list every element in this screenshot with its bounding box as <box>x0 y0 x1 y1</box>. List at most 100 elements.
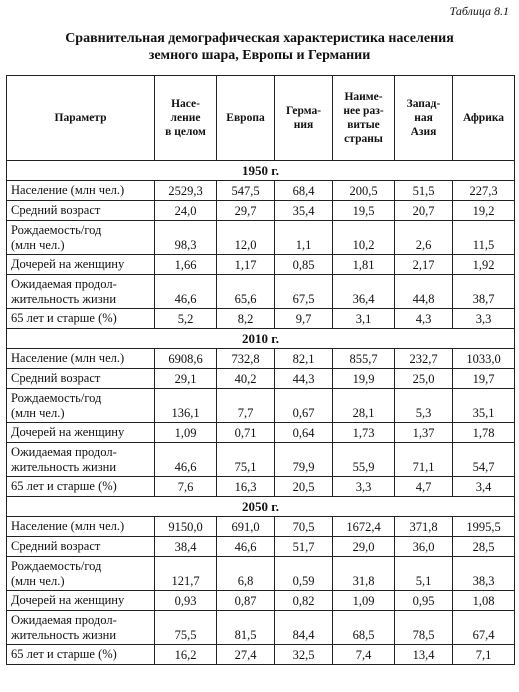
value-cell: 31,8 <box>332 556 395 591</box>
value-cell: 35,4 <box>274 200 333 221</box>
header-western-asia: Запад- ная Азия <box>394 75 453 161</box>
value-cell: 0,87 <box>216 590 275 611</box>
value-cell: 7,1 <box>452 644 515 665</box>
parameter-cell: Рождаемость/год (млн чел.) <box>6 220 155 255</box>
header-africa: Африка <box>452 75 515 161</box>
parameter-cell: Средний возраст <box>6 368 155 389</box>
value-cell: 29,0 <box>332 536 395 557</box>
value-cell: 75,1 <box>216 442 275 477</box>
value-cell: 12,0 <box>216 220 275 255</box>
value-cell: 68,4 <box>274 180 333 201</box>
value-cell: 11,5 <box>452 220 515 255</box>
header-europe: Европа <box>216 75 275 161</box>
table-row: Рождаемость/год (млн чел.) 121,7 6,8 0,59 31… <box>6 556 515 591</box>
value-cell: 5,2 <box>154 308 217 329</box>
value-cell: 19,5 <box>332 200 395 221</box>
value-cell: 16,2 <box>154 644 217 665</box>
table-row: Население (млн чел.) 6908,6 732,8 82,1 855,7… <box>6 348 515 369</box>
value-cell: 200,5 <box>332 180 395 201</box>
parameter-cell: Население (млн чел.) <box>6 180 155 201</box>
value-cell: 0,67 <box>274 388 333 423</box>
value-cell: 3,3 <box>452 308 515 329</box>
value-cell: 7,6 <box>154 476 217 497</box>
value-cell: 81,5 <box>216 610 275 645</box>
value-cell: 3,3 <box>332 476 395 497</box>
value-cell: 1,37 <box>394 422 453 443</box>
title-line-1: Сравнительная демографическая характерис… <box>65 31 454 46</box>
value-cell: 29,7 <box>216 200 275 221</box>
value-cell: 0,71 <box>216 422 275 443</box>
table-row: Средний возраст 38,4 46,6 51,7 29,0 36,0 28,5 <box>6 536 515 557</box>
value-cell: 3,1 <box>332 308 395 329</box>
value-cell: 35,1 <box>452 388 515 423</box>
value-cell: 13,4 <box>394 644 453 665</box>
value-cell: 371,8 <box>394 516 453 537</box>
table-row: Рождаемость/год (млн чел.) 136,1 7,7 0,67 28… <box>6 388 515 423</box>
parameter-cell: Дочерей на женщину <box>6 254 155 275</box>
value-cell: 38,3 <box>452 556 515 591</box>
table-row: Средний возраст 24,0 29,7 35,4 19,5 20,7 19,2 <box>6 200 515 221</box>
value-cell: 3,4 <box>452 476 515 497</box>
value-cell: 27,4 <box>216 644 275 665</box>
value-cell: 79,9 <box>274 442 333 477</box>
value-cell: 2,6 <box>394 220 453 255</box>
value-cell: 55,9 <box>332 442 395 477</box>
value-cell: 44,3 <box>274 368 333 389</box>
table-label: Таблица 8.1 <box>449 4 509 18</box>
value-cell: 78,5 <box>394 610 453 645</box>
parameter-cell: Рождаемость/год (млн чел.) <box>6 388 155 423</box>
value-cell: 5,3 <box>394 388 453 423</box>
value-cell: 1,09 <box>332 590 395 611</box>
value-cell: 1033,0 <box>452 348 515 369</box>
value-cell: 121,7 <box>154 556 217 591</box>
value-cell: 19,9 <box>332 368 395 389</box>
value-cell: 36,0 <box>394 536 453 557</box>
table-body: 1950 г. Население (млн чел.) 2529,3 547,5 68… <box>6 160 515 665</box>
value-cell: 84,4 <box>274 610 333 645</box>
parameter-cell: Ожидаемая продол- жительность жизни <box>6 274 155 309</box>
table-row: Дочерей на женщину 0,93 0,87 0,82 1,09 0,95 1,… <box>6 590 515 611</box>
table-row: 65 лет и старше (%) 7,6 16,3 20,5 3,3 4,7 3,4 <box>6 476 515 497</box>
header-least-developed: Наиме- нее раз- витые страны <box>332 75 395 161</box>
value-cell: 67,4 <box>452 610 515 645</box>
value-cell: 38,7 <box>452 274 515 309</box>
parameter-cell: Средний возраст <box>6 200 155 221</box>
value-cell: 54,7 <box>452 442 515 477</box>
table-row: Дочерей на женщину 1,09 0,71 0,64 1,73 1,37 1,… <box>6 422 515 443</box>
value-cell: 70,5 <box>274 516 333 537</box>
value-cell: 9150,0 <box>154 516 217 537</box>
value-cell: 6908,6 <box>154 348 217 369</box>
header-world: Насе- ление в целом <box>154 75 217 161</box>
value-cell: 2529,3 <box>154 180 217 201</box>
value-cell: 28,1 <box>332 388 395 423</box>
value-cell: 1,17 <box>216 254 275 275</box>
parameter-cell: 65 лет и старше (%) <box>6 644 155 665</box>
value-cell: 68,5 <box>332 610 395 645</box>
table-row: Рождаемость/год (млн чел.) 98,3 12,0 1,1 10,… <box>6 220 515 255</box>
value-cell: 2,17 <box>394 254 453 275</box>
year-section-row: 2010 г. <box>6 328 515 349</box>
parameter-cell: Население (млн чел.) <box>6 348 155 369</box>
value-cell: 6,8 <box>216 556 275 591</box>
year-heading: 2010 г. <box>6 328 515 349</box>
value-cell: 1,92 <box>452 254 515 275</box>
value-cell: 67,5 <box>274 274 333 309</box>
value-cell: 7,4 <box>332 644 395 665</box>
table-row: 65 лет и старше (%) 5,2 8,2 9,7 3,1 4,3 3,3 <box>6 308 515 329</box>
table-row: Население (млн чел.) 2529,3 547,5 68,4 200,5… <box>6 180 515 201</box>
header-row: Параметр Насе- ление в целом Европа Герм… <box>6 75 515 161</box>
table-row: 65 лет и старше (%) 16,2 27,4 32,5 7,4 13,4 7,… <box>6 644 515 665</box>
table-row: Ожидаемая продол- жительность жизни 46,6 7… <box>6 442 515 477</box>
value-cell: 1995,5 <box>452 516 515 537</box>
title-line-2: земного шара, Европы и Германии <box>148 48 371 63</box>
value-cell: 25,0 <box>394 368 453 389</box>
value-cell: 40,2 <box>216 368 275 389</box>
value-cell: 0,93 <box>154 590 217 611</box>
value-cell: 20,5 <box>274 476 333 497</box>
value-cell: 1,1 <box>274 220 333 255</box>
parameter-cell: Население (млн чел.) <box>6 516 155 537</box>
year-section-row: 2050 г. <box>6 496 515 517</box>
value-cell: 7,7 <box>216 388 275 423</box>
value-cell: 0,59 <box>274 556 333 591</box>
value-cell: 1,09 <box>154 422 217 443</box>
